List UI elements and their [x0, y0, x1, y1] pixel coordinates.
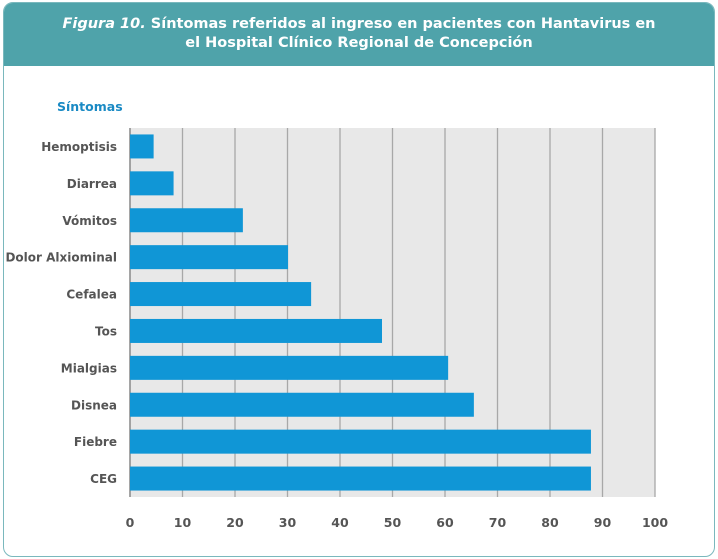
bar	[130, 429, 591, 454]
category-label: CEG	[90, 472, 117, 486]
bar	[130, 134, 154, 159]
bar	[130, 282, 312, 307]
title-line-2: el Hospital Clínico Regional de Concepci…	[185, 35, 533, 51]
x-tick-label: 90	[594, 515, 612, 530]
bar	[130, 318, 382, 343]
title-text-1: Síntomas referidos al ingreso en pacient…	[150, 16, 656, 32]
title-line-1: Figura 10. Síntomas referidos al ingreso…	[4, 15, 714, 34]
bar	[130, 466, 591, 491]
category-label: Cefalea	[66, 288, 117, 302]
category-label: Diarrea	[67, 177, 117, 191]
figure-label: Figura 10.	[62, 16, 146, 32]
x-tick-label: 10	[174, 515, 192, 530]
category-label: Hemoptisis	[41, 140, 117, 154]
x-tick-label: 70	[489, 515, 507, 530]
x-tick-label: 0	[126, 515, 135, 530]
category-label: Fiebre	[74, 435, 117, 449]
bar	[130, 171, 174, 196]
category-label: Mialgias	[61, 361, 117, 375]
bar	[130, 208, 243, 233]
figure-header: Figura 10. Síntomas referidos al ingreso…	[4, 3, 714, 66]
x-tick-label: 100	[642, 515, 668, 530]
x-tick-label: 30	[279, 515, 297, 530]
category-label: Dolor Alxiominal	[5, 251, 117, 265]
bar	[130, 245, 289, 270]
category-label: Disnea	[71, 398, 117, 412]
x-tick-label: 60	[436, 515, 454, 530]
bar	[130, 355, 449, 380]
x-tick-label: 50	[384, 515, 402, 530]
y-axis-title: Síntomas	[57, 99, 123, 114]
bar	[130, 392, 474, 417]
x-tick-label: 80	[541, 515, 559, 530]
category-label: Tos	[95, 324, 117, 338]
category-label: Vómitos	[62, 214, 117, 228]
x-tick-label: 20	[226, 515, 244, 530]
x-tick-label: 40	[331, 515, 349, 530]
